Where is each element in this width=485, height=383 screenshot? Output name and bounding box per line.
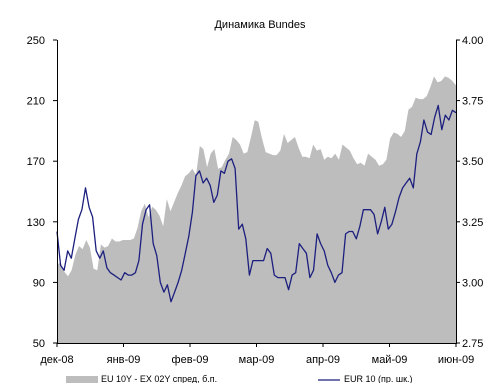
series-line-eur10 bbox=[56, 104, 457, 303]
plot-area bbox=[56, 76, 457, 344]
right-tick-label: 4.00 bbox=[462, 35, 483, 47]
x-tick-label: янв-09 bbox=[107, 354, 141, 366]
right-tick-label: 3.50 bbox=[462, 156, 483, 168]
left-tick-label: 210 bbox=[27, 96, 45, 108]
x-tick-label: май-09 bbox=[372, 354, 408, 366]
left-tick-label: 50 bbox=[33, 338, 45, 350]
right-tick-label: 3.00 bbox=[462, 277, 483, 289]
left-tick-label: 90 bbox=[33, 277, 45, 289]
legend-label-spread: EU 10Y - EX 02Y спред, б.п. bbox=[101, 374, 217, 383]
series-area-spread bbox=[57, 76, 456, 344]
left-tick-label: 250 bbox=[27, 35, 45, 47]
legend-label-eur10: EUR 10 (пр. шк.) bbox=[344, 374, 413, 383]
left-tick-label: 170 bbox=[27, 156, 45, 168]
right-tick-label: 3.75 bbox=[462, 96, 483, 108]
chart-title: Динамика Bundes bbox=[214, 19, 306, 31]
right-tick-label: 2.75 bbox=[462, 338, 483, 350]
x-tick-label: фев-09 bbox=[172, 354, 209, 366]
x-axis-ticks: дек-08 янв-09 фев-09 мар-09 апр-09 май-09 июн-… bbox=[40, 343, 474, 366]
x-tick-label: мар-09 bbox=[239, 354, 275, 366]
right-axis-ticks: 2.75 3.00 3.25 3.50 3.75 4.00 bbox=[456, 35, 483, 350]
legend: EU 10Y - EX 02Y спред, б.п. EUR 10 (пр. ш… bbox=[66, 374, 413, 383]
x-tick-label: дек-08 bbox=[40, 354, 73, 366]
right-tick-label: 3.25 bbox=[462, 217, 483, 229]
legend-swatch-spread bbox=[66, 376, 98, 383]
x-tick-label: июн-09 bbox=[438, 354, 474, 366]
left-axis-ticks: 50 90 130 170 210 250 bbox=[27, 35, 57, 350]
x-tick-label: апр-09 bbox=[306, 354, 340, 366]
left-tick-label: 130 bbox=[27, 217, 45, 229]
